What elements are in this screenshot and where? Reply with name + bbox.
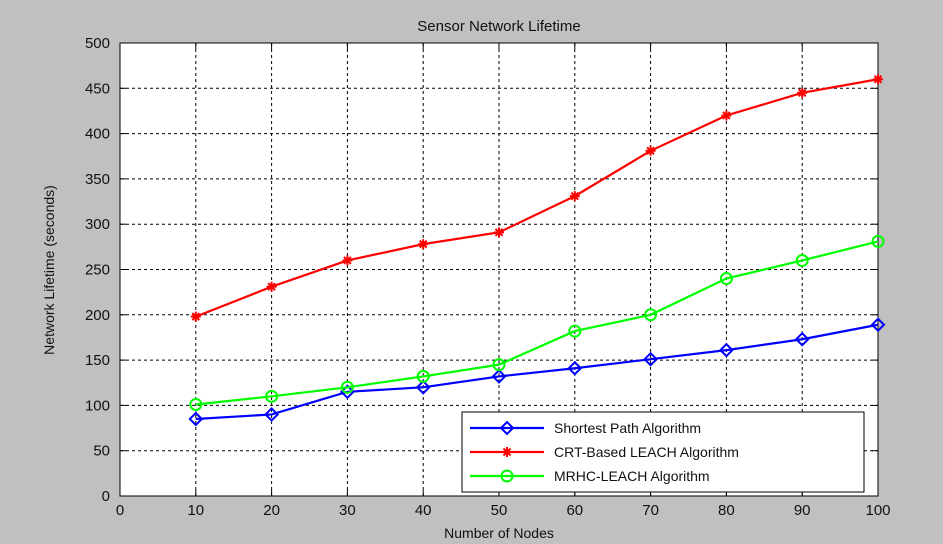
marker-stroke: [191, 312, 201, 321]
data-point: [266, 281, 277, 292]
series-1: [188, 317, 886, 427]
series-line: [195, 323, 879, 421]
y-tick-label: 250: [85, 262, 110, 279]
data-point: [645, 145, 656, 156]
series-line: [195, 78, 879, 318]
x-tick-label: 40: [415, 502, 432, 519]
data-point: [188, 411, 204, 427]
series-line: [195, 240, 879, 406]
x-axis-label: Number of Nodes: [444, 525, 554, 541]
data-point: [189, 397, 203, 411]
marker-stroke: [797, 88, 807, 98]
x-tick-label: 50: [491, 502, 508, 519]
data-point: [567, 360, 583, 376]
x-tick-label: 80: [718, 502, 735, 519]
data-point: [644, 308, 658, 322]
data-point: [718, 342, 734, 358]
y-axis-label: Network Lifetime (seconds): [41, 185, 57, 355]
data-point: [721, 110, 732, 121]
series-2: [190, 74, 883, 322]
legend-marker: [502, 447, 512, 457]
marker-stroke: [494, 228, 504, 237]
x-tick-label: 10: [187, 502, 204, 519]
marker-stroke: [722, 111, 731, 120]
y-tick-label: 50: [93, 443, 110, 460]
x-tick-label: 20: [263, 502, 280, 519]
y-tick-label: 500: [85, 35, 110, 52]
data-point: [873, 74, 883, 85]
y-tick-label: 350: [85, 171, 110, 188]
legend-label: MRHC-LEACH Algorithm: [554, 468, 710, 484]
marker-stroke: [343, 256, 352, 265]
y-tick-label: 300: [85, 216, 110, 233]
data-point: [569, 191, 580, 202]
x-tick-label: 90: [794, 502, 811, 519]
marker-stroke: [267, 282, 276, 291]
data-point: [871, 234, 885, 248]
data-point: [190, 311, 201, 322]
marker-stroke: [418, 239, 428, 249]
data-point: [797, 87, 808, 98]
data-point: [340, 380, 354, 394]
data-point: [264, 407, 280, 422]
data-point: [719, 272, 733, 286]
y-tick-label: 0: [102, 488, 110, 505]
data-point: [794, 331, 810, 347]
y-tick-label: 450: [85, 80, 110, 97]
x-tick-label: 100: [865, 502, 890, 519]
y-tick-label: 200: [85, 307, 110, 324]
x-tick-label: 0: [116, 502, 124, 519]
x-tick-label: 60: [566, 502, 583, 519]
data-point: [643, 351, 659, 367]
legend-label: Shortest Path Algorithm: [554, 420, 701, 436]
data-point: [494, 227, 504, 238]
series-layer: [188, 74, 886, 427]
legend-marker: [499, 420, 515, 436]
legend: Shortest Path Algorithm CRT-Based LEACH A…: [461, 411, 865, 493]
data-point: [491, 368, 507, 384]
marker-stroke: [646, 146, 655, 156]
chart-title: Sensor Network Lifetime: [417, 18, 580, 35]
marker-stroke: [502, 447, 512, 457]
marker-stroke: [873, 75, 883, 84]
data-point: [568, 324, 582, 338]
y-tick-label: 100: [85, 397, 110, 414]
data-point: [416, 369, 430, 383]
ticks: 0 10 20 30 40 50 60 70 80 90 100 0 50 100 150 200 250 300…: [85, 35, 891, 519]
data-point: [342, 255, 353, 266]
data-point: [265, 389, 279, 403]
data-point: [795, 253, 809, 267]
x-tick-label: 30: [339, 502, 356, 519]
legend-label: CRT-Based LEACH Algorithm: [554, 444, 739, 460]
data-point: [415, 379, 431, 395]
y-tick-label: 400: [85, 126, 110, 143]
data-point: [418, 239, 429, 250]
y-tick-label: 150: [85, 352, 110, 369]
x-tick-label: 70: [642, 502, 659, 519]
data-point: [492, 358, 506, 372]
data-point: [870, 317, 886, 333]
legend-marker: [500, 469, 514, 483]
marker-stroke: [570, 191, 580, 201]
series-3: [189, 234, 885, 411]
